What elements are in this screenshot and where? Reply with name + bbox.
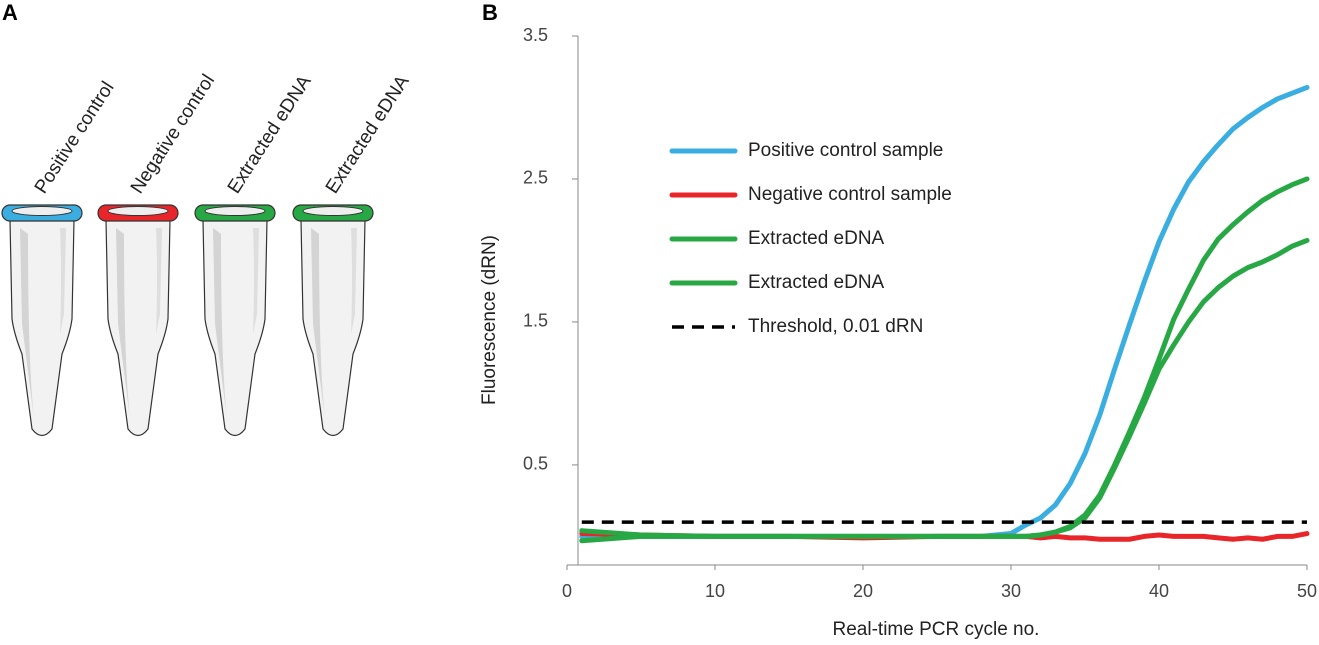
tube-opening [302, 206, 364, 216]
x-tick-label: 20 [853, 581, 873, 601]
tube-label: Positive control [31, 78, 119, 197]
x-tick-label: 40 [1149, 581, 1169, 601]
legend-label: Extracted eDNA [748, 272, 885, 293]
x-tick-label: 30 [1001, 581, 1021, 601]
x-tick-label: 50 [1297, 581, 1317, 601]
tube-shade [156, 228, 162, 334]
series-line [579, 237, 1310, 544]
y-tick-label: 3.5 [523, 25, 548, 45]
tube-shade [311, 228, 325, 419]
panel-label: A [2, 0, 18, 25]
legend-label: Negative control sample [748, 184, 952, 205]
legend-label: Threshold, 0.01 dRN [748, 316, 923, 337]
tube-shade [116, 228, 130, 419]
legend-label: Positive control sample [748, 140, 943, 161]
tube-shade [213, 228, 227, 419]
y-tick-label: 0.5 [523, 454, 548, 474]
tube-shade [351, 228, 357, 334]
y-axis-label: Fluorescence (dRN) [479, 235, 500, 405]
tube-label: Negative control [127, 71, 219, 198]
tube-shade [253, 228, 259, 334]
tube-shade [60, 228, 66, 334]
panel-label: B [482, 0, 498, 25]
series-line [579, 176, 1310, 539]
x-tick-label: 0 [562, 581, 572, 601]
tube-label: Extracted eDNA [224, 72, 316, 198]
tube-opening [107, 206, 169, 216]
x-tick-label: 10 [705, 581, 725, 601]
legend-label: Extracted eDNA [748, 228, 885, 249]
y-tick-label: 1.5 [523, 311, 548, 331]
tube-opening [204, 206, 266, 216]
tube-label: Extracted eDNA [322, 72, 414, 198]
x-axis-label: Real-time PCR cycle no. [833, 619, 1040, 640]
tube-opening [11, 206, 73, 216]
y-tick-label: 2.5 [523, 168, 548, 188]
tube-shade [20, 228, 34, 419]
